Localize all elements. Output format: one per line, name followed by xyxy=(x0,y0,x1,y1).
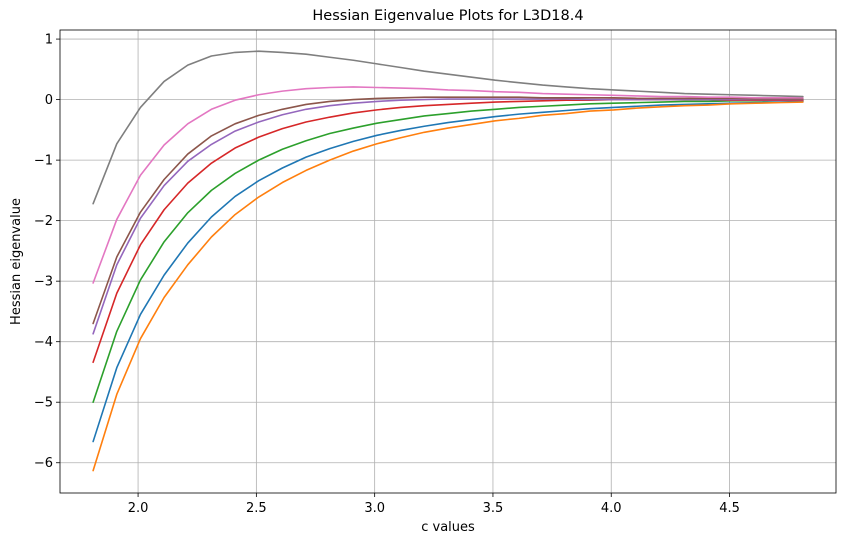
y-tick-label: −4 xyxy=(34,335,53,350)
y-tick-label: −2 xyxy=(34,214,53,229)
x-tick-label: 2.5 xyxy=(246,501,267,516)
x-tick-label: 3.5 xyxy=(483,501,504,516)
y-tick-label: 0 xyxy=(45,93,53,108)
series-layer xyxy=(92,50,804,472)
x-tick-label: 4.5 xyxy=(719,501,740,516)
grid-layer xyxy=(60,30,836,493)
series-line-1 xyxy=(92,100,804,443)
series-line-2 xyxy=(92,101,804,472)
y-tick-label: −3 xyxy=(34,275,53,290)
series-line-5 xyxy=(92,98,804,335)
x-tick-label: 2.0 xyxy=(128,501,149,516)
y-tick-label: −6 xyxy=(34,456,53,471)
tick-layer: 2.0 2.5 3.0 3.5 4.0 4.5 −6 −5 −4 −3 −2 −1 0 1 xyxy=(34,33,740,516)
plot-frame xyxy=(59,29,837,494)
y-tick-label: −5 xyxy=(34,396,53,411)
x-tick-label: 3.0 xyxy=(364,501,385,516)
x-tick-label: 4.0 xyxy=(601,501,622,516)
series-line-6 xyxy=(92,96,804,325)
series-line-7 xyxy=(92,86,804,284)
chart-title: Hessian Eigenvalue Plots for L3D18.4 xyxy=(312,8,583,24)
y-tick-label: 1 xyxy=(45,33,53,48)
y-axis-label: Hessian eigenvalue xyxy=(9,198,24,325)
x-axis-label: c values xyxy=(421,520,475,535)
series-line-8 xyxy=(92,50,804,205)
series-line-3 xyxy=(92,99,804,404)
y-tick-label: −1 xyxy=(34,154,53,169)
